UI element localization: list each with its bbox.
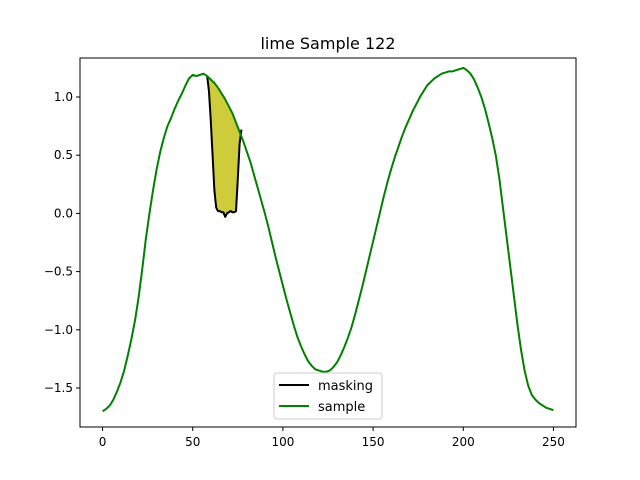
y-tick-label: 0.0 (54, 206, 73, 220)
mask-fill-region (207, 76, 242, 217)
axes-frame (79, 57, 577, 428)
x-tick-label: 100 (271, 435, 294, 449)
x-tick-label: 0 (99, 435, 107, 449)
chart-title: lime Sample 122 (260, 34, 395, 53)
x-tick-label: 50 (185, 435, 200, 449)
y-tick-label: −0.5 (44, 265, 73, 279)
y-tick-label: −1.0 (44, 323, 73, 337)
y-tick-label: −1.5 (44, 381, 73, 395)
y-axis: −1.5 −1.0 −0.5 0.0 0.5 1.0 (44, 90, 80, 395)
plot-area (102, 66, 554, 413)
legend-label-sample: sample (318, 400, 365, 415)
series-line-masking (206, 75, 243, 218)
legend: masking sample (273, 372, 383, 420)
y-tick-label: 1.0 (54, 90, 73, 104)
x-tick-label: 250 (542, 435, 565, 449)
x-axis: 0 50 100 150 200 250 (99, 427, 565, 449)
legend-label-masking: masking (318, 379, 373, 394)
series-line-sample (102, 66, 554, 413)
x-tick-label: 200 (452, 435, 475, 449)
x-tick-label: 150 (362, 435, 385, 449)
y-tick-label: 0.5 (54, 148, 73, 162)
